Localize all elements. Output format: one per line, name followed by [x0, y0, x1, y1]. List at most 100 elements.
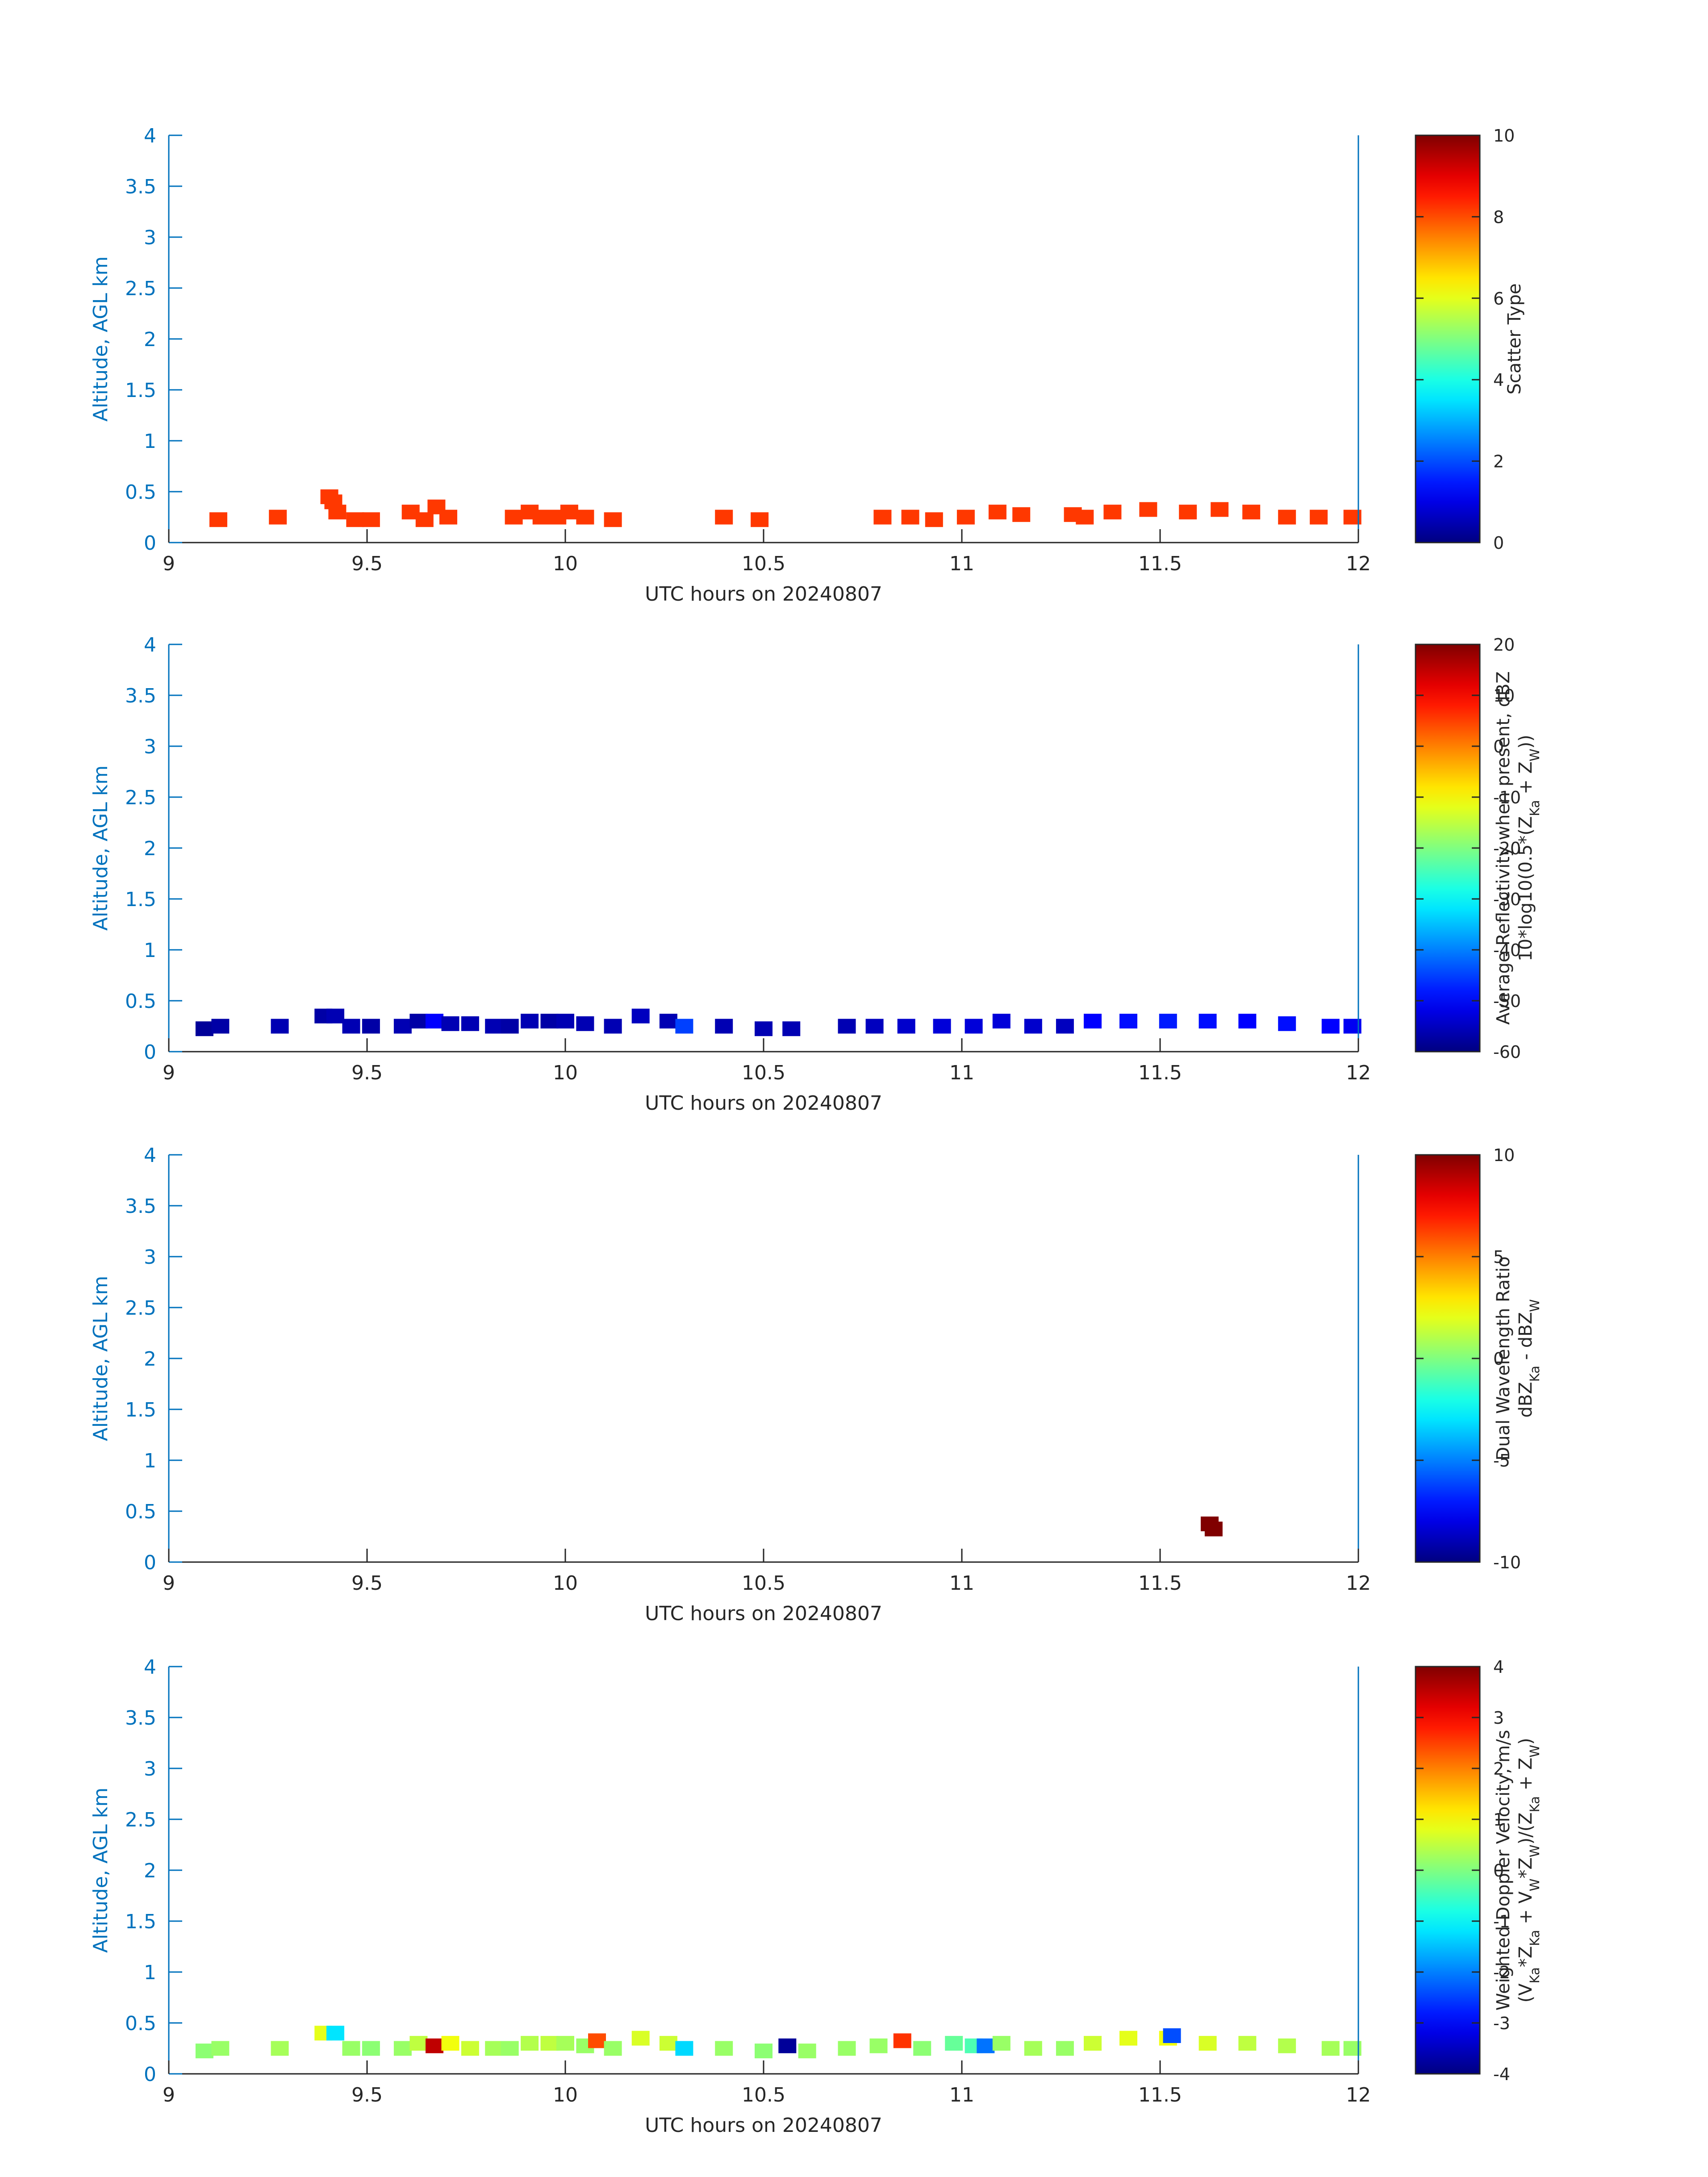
colorbar-label: Dual Wavelength Ratio	[1493, 1256, 1514, 1460]
y-tick-label: 3	[144, 1758, 156, 1780]
heatmap-cell	[925, 512, 943, 527]
x-tick-label: 11	[949, 2084, 974, 2106]
heatmap-cell	[675, 2041, 693, 2056]
heatmap-cell	[209, 512, 227, 527]
heatmap-cell	[326, 1008, 344, 1024]
heatmap-cell	[1321, 2041, 1340, 2056]
heatmap-cell	[576, 1016, 594, 1031]
y-tick-label: 1	[144, 1450, 156, 1472]
heatmap-cell	[271, 1019, 289, 1034]
x-tick-label: 11.5	[1138, 552, 1182, 575]
colorbar-tick-label: 4	[1493, 1657, 1504, 1677]
colorbar	[1415, 134, 1481, 543]
colorbar-tick-label: 10	[1493, 686, 1515, 706]
colorbar-tick-label: 2	[1493, 1759, 1504, 1779]
y-tick-label: 3	[144, 226, 156, 249]
heatmap-cell	[715, 510, 733, 525]
heatmap-cell	[659, 1014, 677, 1029]
heatmap-cell	[1242, 505, 1261, 520]
heatmap-cell	[1278, 2038, 1296, 2053]
y-tick-label: 2.5	[125, 786, 156, 809]
colorbar-label: Weighted Doppler Velocity, m/s	[1493, 1730, 1514, 2011]
heatmap-cell	[461, 1016, 479, 1031]
heatmap-cell	[604, 2041, 622, 2056]
x-tick-label: 12	[1346, 2084, 1371, 2106]
y-tick-label: 0	[144, 2063, 156, 2086]
y-tick-label: 0.5	[125, 481, 156, 504]
x-tick-label: 11	[949, 552, 974, 575]
x-tick-label: 9.5	[351, 1572, 383, 1595]
x-tick-label: 9	[163, 1061, 175, 1084]
colorbar-tick-label: -40	[1493, 940, 1521, 960]
colorbar-tick-label: -10	[1493, 1553, 1521, 1572]
colorbar-tick-label: 20	[1493, 635, 1515, 655]
y-tick-label: 2	[144, 1348, 156, 1371]
x-tick-label: 11.5	[1138, 1572, 1182, 1595]
heatmap-cell	[1139, 502, 1157, 517]
colorbar-tick-label: 8	[1493, 207, 1504, 227]
y-tick-label: 3.5	[125, 1707, 156, 1730]
x-axis-label: UTC hours on 20240807	[645, 2114, 882, 2137]
x-axis-label: UTC hours on 20240807	[645, 583, 882, 606]
heatmap-cell	[1119, 2031, 1137, 2046]
x-tick-label: 11	[949, 1061, 974, 1084]
heatmap-cell	[1103, 505, 1122, 520]
y-tick-label: 4	[144, 125, 156, 147]
y-tick-label: 4	[144, 1656, 156, 1679]
x-tick-label: 12	[1346, 1572, 1371, 1595]
heatmap-cell	[1076, 510, 1094, 525]
heatmap-cell	[501, 1019, 519, 1034]
heatmap-cell	[992, 1014, 1011, 1029]
heatmap-cell	[540, 1014, 559, 1029]
x-tick-label: 9.5	[351, 1061, 383, 1084]
x-tick-label: 11.5	[1138, 1061, 1182, 1084]
heatmap-cell	[521, 1014, 539, 1029]
colorbar	[1415, 1154, 1481, 1563]
colorbar-label: Scatter Type	[1504, 284, 1525, 395]
heatmap-cell	[346, 512, 364, 527]
heatmap-cell	[1084, 2036, 1102, 2051]
y-tick-label: 1.5	[125, 1399, 156, 1421]
colorbar	[1415, 1666, 1481, 2075]
y-tick-label: 3.5	[125, 175, 156, 198]
heatmap-cell	[195, 1021, 213, 1036]
y-tick-label: 0	[144, 532, 156, 555]
colorbar-label: Average Reflectivity when present, dBZ	[1493, 671, 1514, 1024]
x-tick-label: 10	[553, 552, 578, 575]
heatmap-cell	[865, 1019, 884, 1034]
heatmap-cell	[755, 2043, 773, 2059]
y-tick-label: 4	[144, 634, 156, 656]
heatmap-cell	[441, 1016, 459, 1031]
x-tick-label: 9	[163, 2084, 175, 2106]
x-tick-label: 10	[553, 1061, 578, 1084]
heatmap-cell	[556, 1014, 574, 1029]
x-axis-label: UTC hours on 20240807	[645, 1092, 882, 1115]
heatmap-cell	[988, 505, 1006, 520]
x-tick-label: 10.5	[742, 552, 785, 575]
heatmap-cell	[328, 505, 347, 520]
heatmap-cell	[913, 2041, 931, 2056]
heatmap-cell	[415, 512, 434, 527]
heatmap-cell	[211, 1019, 230, 1034]
heatmap-cell	[1204, 1521, 1223, 1537]
y-tick-label: 0	[144, 1041, 156, 1064]
heatmap-cell	[782, 1021, 801, 1036]
y-tick-label: 3	[144, 735, 156, 758]
y-tick-label: 1.5	[125, 888, 156, 911]
heatmap-cell	[441, 2036, 459, 2051]
colorbar-tick-label: 4	[1493, 370, 1504, 390]
y-tick-label: 2.5	[125, 1809, 156, 1831]
heatmap-cell	[1159, 1014, 1177, 1029]
colorbar-tick-label: -1	[1493, 1912, 1510, 1931]
heatmap-cell	[838, 1019, 856, 1034]
y-tick-label: 1	[144, 1961, 156, 1984]
heatmap-cell	[778, 2038, 797, 2053]
heatmap-cell	[532, 510, 551, 525]
heatmap-cell	[1321, 1019, 1340, 1034]
x-tick-label: 12	[1346, 552, 1371, 575]
x-tick-label: 11	[949, 1572, 974, 1595]
heatmap-cell	[869, 2038, 888, 2053]
